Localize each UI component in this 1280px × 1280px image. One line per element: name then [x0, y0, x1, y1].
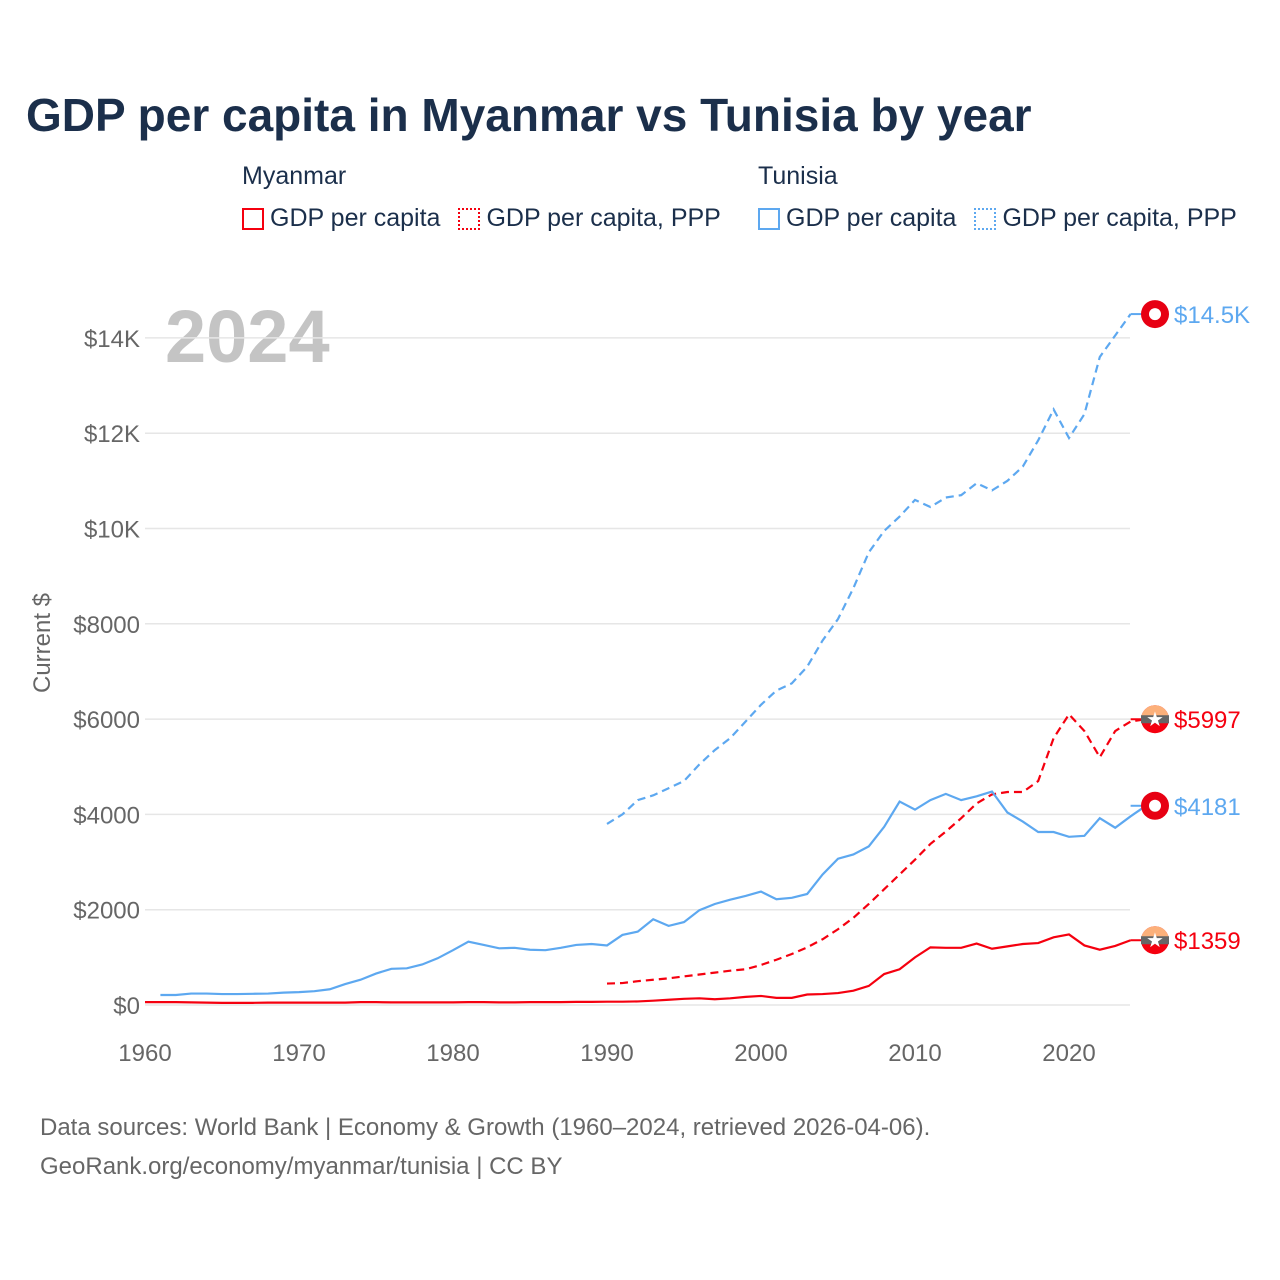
legend-label: GDP per capita, PPP	[1002, 204, 1237, 232]
x-tick-label: 1980	[426, 1040, 479, 1067]
y-tick-label: $0	[113, 993, 140, 1020]
x-tick-label: 1990	[580, 1040, 633, 1067]
legend-group-tunisia: Tunisia	[758, 162, 838, 190]
legend-group-myanmar: Myanmar	[242, 162, 347, 190]
end-value-label: $14.5K	[1174, 302, 1250, 329]
star-icon: ★	[1146, 709, 1164, 731]
y-tick-label: $4000	[73, 802, 140, 829]
source-note: Data sources: World Bank | Economy & Gro…	[40, 1108, 930, 1186]
legend-item-myanmar-gdp[interactable]: GDP per capita	[242, 204, 440, 233]
legend-label: GDP per capita, PPP	[486, 204, 721, 232]
x-tick-label: 2000	[734, 1040, 787, 1067]
x-tick-label: 2020	[1042, 1040, 1095, 1067]
x-tick-label: 2010	[888, 1040, 941, 1067]
legend-item-tunisia-gdp[interactable]: GDP per capita	[758, 204, 956, 233]
y-tick-label: $14K	[84, 326, 140, 353]
series-line	[145, 933, 1131, 1004]
series-line	[160, 790, 1147, 997]
legend-swatch-solid	[758, 207, 780, 230]
flag-band	[1141, 936, 1169, 945]
year-label: 2024	[165, 295, 330, 378]
star-icon: ★	[1146, 930, 1164, 952]
end-value-label: $5997	[1174, 707, 1241, 734]
legend-label: GDP per capita	[786, 204, 957, 232]
y-axis-label: Current $	[29, 593, 56, 693]
flag-emblem	[1149, 799, 1161, 812]
legend-item-myanmar-ppp[interactable]: GDP per capita, PPP	[458, 204, 721, 233]
legend-swatch-dotted	[974, 207, 997, 230]
legend-swatch-solid	[242, 207, 264, 230]
y-tick-label: $10K	[84, 517, 140, 544]
y-tick-label: $2000	[73, 898, 140, 925]
end-value-label: $4181	[1174, 794, 1241, 821]
y-tick-label: $8000	[73, 612, 140, 639]
series-line	[606, 712, 1147, 985]
legend-myanmar: GDP per capita GDP per capita, PPP	[242, 204, 721, 233]
legend-tunisia: GDP per capita GDP per capita, PPP	[758, 204, 1237, 233]
chart-title: GDP per capita in Myanmar vs Tunisia by …	[26, 89, 1032, 141]
legend-item-tunisia-ppp[interactable]: GDP per capita, PPP	[974, 204, 1237, 233]
source-line: Data sources: World Bank | Economy & Gro…	[40, 1114, 931, 1141]
legend-swatch-dotted	[458, 207, 481, 230]
flag-emblem	[1149, 308, 1161, 321]
source-link[interactable]: GeoRank.org/economy/myanmar/tunisia | CC…	[40, 1153, 563, 1180]
y-tick-label: $6000	[73, 707, 140, 734]
x-tick-label: 1960	[118, 1040, 171, 1067]
x-tick-label: 1970	[272, 1040, 325, 1067]
series-line	[606, 313, 1132, 825]
y-tick-label: $12K	[84, 421, 140, 448]
end-value-label: $1359	[1174, 928, 1241, 955]
flag-band	[1141, 715, 1169, 724]
legend-label: GDP per capita	[270, 204, 441, 232]
